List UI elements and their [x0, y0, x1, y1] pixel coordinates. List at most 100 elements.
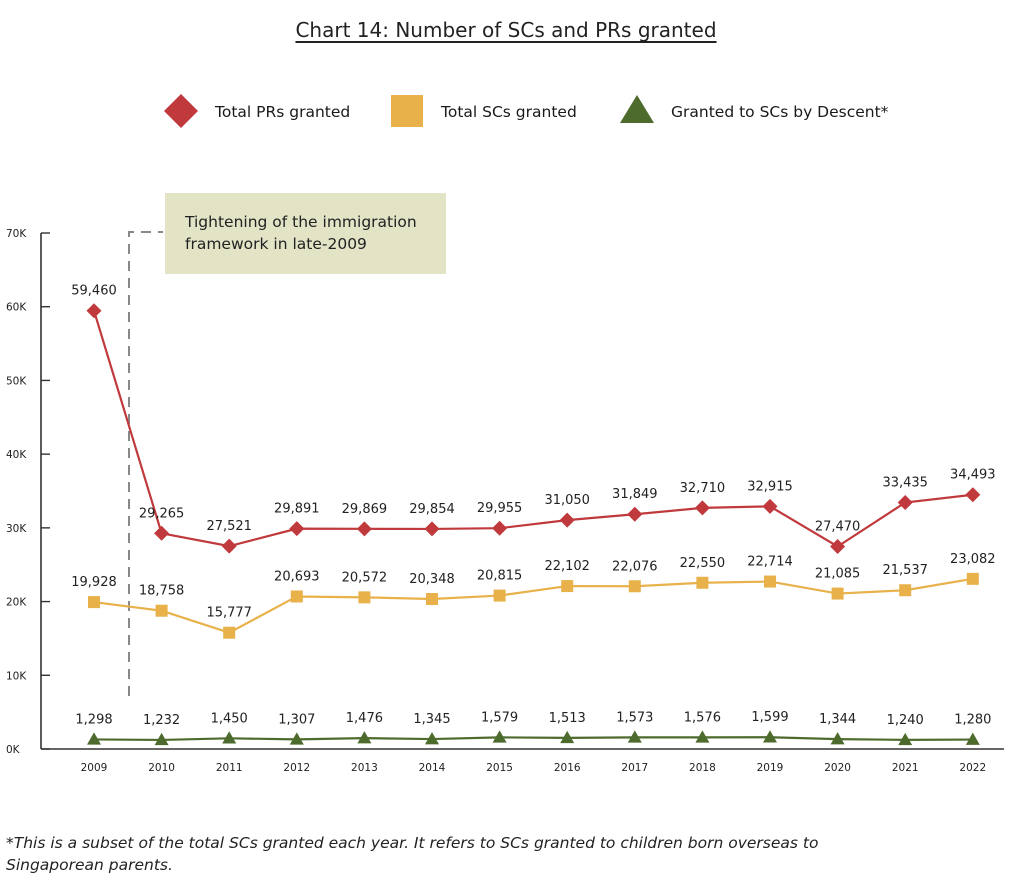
data-label-2: 1,513	[549, 711, 586, 726]
series-point-1	[358, 591, 371, 604]
series-point-2	[830, 732, 845, 745]
x-tick-label: 2017	[621, 762, 648, 774]
series-point-2	[695, 730, 710, 743]
data-label-1: 23,082	[950, 552, 996, 567]
data-label-1: 22,102	[544, 559, 590, 574]
y-tick-label: 40K	[6, 449, 27, 461]
data-label-0: 29,955	[477, 501, 523, 516]
data-label-2: 1,280	[954, 713, 991, 728]
series-point-1	[155, 604, 168, 617]
x-tick-label: 2020	[824, 762, 851, 774]
x-tick-label: 2022	[959, 762, 986, 774]
data-label-1: 21,537	[882, 563, 928, 578]
data-label-2: 1,232	[143, 713, 180, 728]
annotation-divider	[128, 231, 163, 696]
data-label-1: 20,348	[409, 572, 455, 587]
x-tick-label: 2019	[757, 762, 784, 774]
series-point-2	[560, 730, 575, 744]
series-point-0	[492, 520, 508, 536]
y-tick-label: 60K	[6, 302, 27, 314]
data-label-0: 29,854	[409, 502, 455, 517]
series-point-2	[425, 732, 439, 745]
data-label-0: 29,869	[342, 502, 388, 517]
series-point-1	[426, 593, 438, 606]
data-label-1: 21,085	[815, 567, 861, 582]
series-point-0	[559, 512, 575, 528]
series-point-1	[561, 580, 574, 593]
data-label-0: 59,460	[71, 284, 117, 299]
data-label-2: 1,298	[75, 712, 112, 727]
data-label-2: 1,307	[278, 712, 315, 727]
data-label-1: 18,758	[139, 584, 185, 599]
data-label-2: 1,599	[751, 710, 788, 725]
series-point-2	[289, 732, 304, 745]
series-point-0	[627, 506, 643, 522]
data-label-0: 27,521	[206, 519, 252, 534]
data-label-1: 19,928	[71, 575, 117, 590]
series-point-0	[897, 495, 913, 511]
data-label-1: 20,815	[477, 569, 523, 584]
data-label-0: 31,849	[612, 487, 658, 502]
series-point-1	[628, 580, 641, 593]
series-point-0	[221, 538, 237, 554]
series-point-2	[965, 732, 980, 745]
series-point-2	[492, 730, 507, 743]
data-label-2: 1,579	[481, 710, 518, 725]
data-label-1: 22,714	[747, 555, 793, 570]
series-line-1	[93, 577, 973, 634]
annotation-box: Tightening of the immigration framework …	[165, 193, 446, 274]
data-label-2: 1,573	[616, 710, 653, 725]
data-label-1: 15,777	[206, 606, 252, 621]
series-point-0	[694, 500, 710, 516]
x-tick-label: 2014	[419, 762, 446, 774]
data-label-2: 1,576	[684, 710, 721, 725]
series-point-0	[424, 521, 440, 537]
data-label-2: 1,344	[819, 712, 856, 727]
data-label-2: 1,476	[346, 711, 383, 726]
y-tick-label: 0K	[6, 744, 21, 756]
y-tick-label: 30K	[6, 523, 27, 535]
data-label-1: 20,693	[274, 569, 320, 584]
data-label-1: 22,550	[680, 556, 726, 571]
series-point-1	[831, 587, 844, 600]
y-tick-label: 20K	[6, 597, 27, 609]
x-tick-label: 2010	[148, 762, 175, 774]
data-label-0: 32,915	[747, 479, 793, 494]
legend-label: Total SCs granted	[440, 103, 577, 121]
legend-label: Granted to SCs by Descent*	[671, 103, 889, 121]
x-tick-label: 2016	[554, 762, 581, 774]
annotation-line-1: Tightening of the immigration	[185, 213, 417, 231]
series-point-0	[965, 487, 981, 503]
x-tick-label: 2009	[81, 762, 108, 774]
series-point-0	[289, 521, 305, 537]
series-line-0	[92, 310, 973, 548]
y-tick-label: 10K	[6, 670, 27, 682]
series-point-2	[627, 730, 642, 743]
x-tick-label: 2012	[283, 762, 310, 774]
series-point-2	[154, 732, 169, 746]
data-label-0: 27,470	[815, 520, 861, 535]
series-point-1	[88, 596, 100, 609]
y-tick-label: 50K	[6, 375, 27, 387]
data-label-0: 29,891	[274, 502, 320, 517]
series-point-2	[898, 732, 913, 746]
series-point-0	[762, 498, 778, 514]
x-tick-label: 2015	[486, 762, 513, 774]
chart-title: Chart 14: Number of SCs and PRs granted	[295, 18, 717, 42]
data-label-2: 1,345	[413, 712, 450, 727]
data-label-0: 34,493	[950, 468, 996, 483]
x-tick-label: 2018	[689, 762, 716, 774]
data-label-1: 20,572	[342, 570, 388, 585]
series-point-1	[764, 575, 776, 588]
footnote: *This is a subset of the total SCs grant…	[6, 834, 819, 874]
x-tick-label: 2013	[351, 762, 378, 774]
data-label-0: 31,050	[544, 493, 590, 508]
series-point-1	[493, 589, 506, 602]
series-point-1	[223, 626, 236, 639]
legend-marker-scs	[391, 95, 423, 127]
series-line-2	[93, 736, 973, 742]
series-point-1	[899, 584, 912, 597]
data-label-2: 1,240	[887, 713, 924, 728]
